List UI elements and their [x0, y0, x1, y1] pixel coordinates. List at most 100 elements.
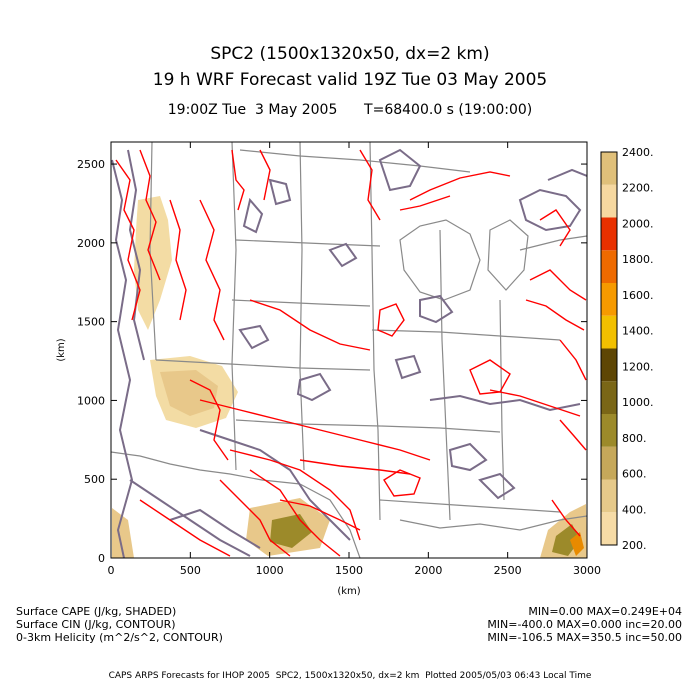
boundary-line — [379, 499, 561, 513]
colorbar-label: 1400. — [622, 325, 654, 338]
colorbar-label: 400. — [622, 503, 647, 516]
info-helicity-range: MIN=-106.5 MAX=350.5 inc=50.00 — [487, 631, 682, 644]
footer-caption: CAPS ARPS Forecasts for IHOP 2005 SPC2, … — [108, 671, 592, 681]
cin-contour — [409, 171, 511, 201]
colorbar-swatch — [601, 315, 617, 349]
colorbar-swatch — [601, 184, 617, 218]
helicity-contour — [242, 197, 264, 234]
colorbar-label: 800. — [622, 432, 647, 445]
x-tick-label: 2500 — [494, 564, 522, 577]
colorbar-label: 1200. — [622, 360, 654, 373]
colorbar-label: 2000. — [622, 217, 654, 230]
helicity-contour — [169, 508, 261, 549]
colorbar-swatch — [601, 414, 617, 447]
boundary-line — [299, 142, 305, 471]
x-tick-label: 0 — [108, 564, 115, 577]
cin-contour — [115, 159, 141, 321]
boundary-line — [235, 239, 381, 247]
cin-contour — [249, 469, 341, 557]
colorbar-swatch — [601, 217, 617, 251]
colorbar-swatch — [601, 381, 617, 414]
cape-colorbar: 200. 400. 600. 800. 1000. 1200. 1400. 1600. 1800… — [600, 146, 654, 552]
y-tick-label: 1500 — [77, 316, 105, 329]
helicity-contour — [127, 149, 145, 361]
helicity-contour — [547, 168, 587, 181]
cin-contour — [169, 199, 187, 321]
info-cin-label: Surface CIN (J/kg, CONTOUR) — [16, 618, 176, 631]
info-helicity-label: 0-3km Helicity (m^2/s^2, CONTOUR) — [16, 631, 223, 644]
y-tick-label: 2500 — [77, 158, 105, 171]
y-tick-label: 1000 — [77, 394, 105, 407]
cin-contour — [525, 299, 585, 331]
cin-contour — [259, 149, 271, 201]
cin-contour — [249, 299, 371, 351]
cin-contour — [219, 479, 291, 557]
helicity-contour — [129, 479, 251, 557]
y-tick-label: 500 — [84, 473, 105, 486]
helicity-contour — [268, 178, 292, 206]
x-tick-label: 1500 — [335, 564, 363, 577]
x-axis: 0 500 1000 1500 2000 2500 3000 — [108, 142, 601, 577]
boundary-line — [299, 483, 361, 558]
boundary-line — [487, 219, 529, 291]
helicity-contour — [518, 188, 582, 232]
colorbar-swatch — [601, 512, 617, 545]
colorbar-frame — [600, 151, 618, 546]
boundary-line — [519, 235, 587, 251]
cin-contour — [469, 359, 511, 395]
cape-area — [160, 370, 218, 416]
cape-area — [270, 514, 312, 548]
cin-contour — [559, 339, 587, 381]
cin-contour — [139, 499, 231, 557]
title-line-1: SPC2 (1500x1320x50, dx=2 km) — [210, 44, 490, 64]
boundary-line — [111, 451, 301, 485]
x-tick-label: 2000 — [414, 564, 442, 577]
colorbar-label: 1800. — [622, 253, 654, 266]
y-tick-label: 0 — [98, 552, 105, 565]
helicity-contour — [111, 159, 134, 558]
helicity-contour — [328, 242, 358, 268]
boundary-line — [399, 219, 481, 301]
cin-contour — [299, 459, 411, 475]
colorbar-swatch — [601, 348, 617, 382]
cin-contour — [279, 499, 361, 531]
colorbar-label: 1000. — [622, 396, 654, 409]
y-axis: 0 500 1000 1500 2000 2500 — [77, 158, 587, 565]
boundary-line — [149, 142, 157, 361]
helicity-contours — [111, 148, 587, 558]
colorbar-swatch — [601, 283, 617, 316]
colorbar-swatch — [601, 479, 617, 513]
cape-area — [112, 508, 134, 558]
helicity-contour — [478, 472, 516, 500]
colorbar-swatch — [601, 250, 617, 283]
boundary-line — [231, 142, 237, 471]
boundary-line — [369, 142, 381, 521]
y-axis-label: (km) — [56, 338, 67, 361]
helicity-contour — [378, 148, 422, 192]
cin-contour — [529, 269, 587, 301]
boundary-line — [379, 425, 501, 433]
boundary-line — [235, 419, 381, 427]
x-tick-label: 1000 — [256, 564, 284, 577]
cape-area — [570, 532, 584, 556]
cin-contour — [559, 419, 587, 451]
map-background — [111, 142, 587, 558]
boundary-line — [239, 149, 471, 173]
cin-contour — [377, 303, 405, 337]
helicity-contour — [448, 442, 488, 472]
info-cape-range: MIN=0.00 MAX=0.249E+04 — [528, 605, 682, 618]
helicity-contour — [394, 354, 422, 380]
helicity-contour — [238, 324, 270, 350]
boundary-line — [231, 299, 371, 307]
colorbar-label: 2400. — [622, 146, 654, 159]
cin-contour — [359, 149, 381, 221]
colorbar-label: 2200. — [622, 182, 654, 195]
x-axis-label: (km) — [337, 586, 360, 597]
boundary-line — [155, 359, 371, 371]
cin-contours — [115, 149, 587, 557]
helicity-contour — [199, 429, 351, 541]
cin-contour — [539, 209, 571, 247]
x-tick-label: 3000 — [573, 564, 601, 577]
colorbar-swatch — [601, 152, 617, 185]
cin-contour — [189, 379, 229, 461]
